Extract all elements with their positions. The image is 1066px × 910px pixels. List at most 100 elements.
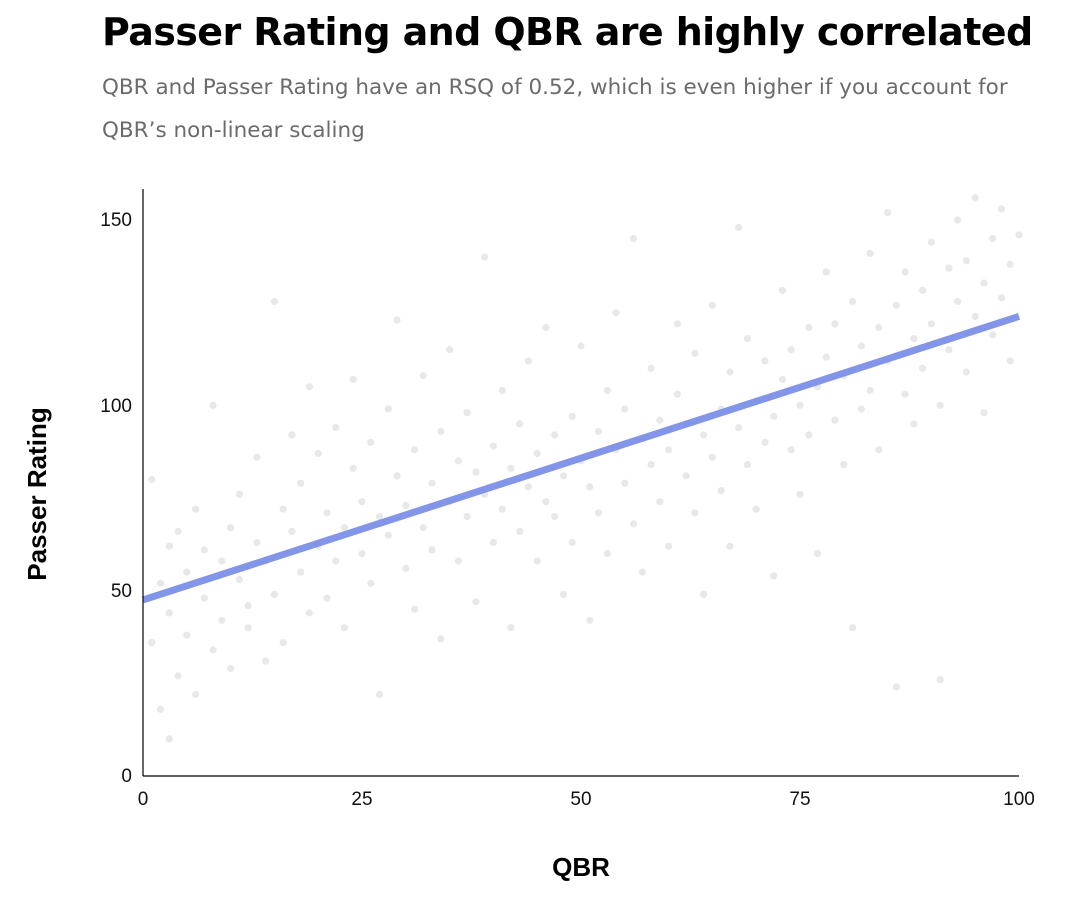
scatter-point-87 (524, 483, 533, 491)
scatter-point-97 (568, 412, 576, 421)
scatter-point-73 (463, 512, 471, 521)
trend-line (141, 313, 1021, 604)
scatter-point-20 (227, 524, 235, 532)
scatter-point-184 (945, 346, 953, 354)
scatter-point-146 (778, 286, 787, 294)
scatter-point-166 (866, 249, 874, 257)
x-tick-label-25: 25 (351, 789, 372, 810)
scatter-point-17 (218, 616, 226, 624)
scatter-point-27 (262, 657, 270, 665)
scatter-point-5 (165, 609, 173, 617)
scatter-point-93 (551, 431, 559, 439)
scatter-point-0 (148, 639, 156, 647)
scatter-point-140 (752, 505, 760, 513)
scatter-point-1 (148, 475, 156, 484)
scatter-point-158 (831, 320, 839, 328)
scatter-point-152 (805, 431, 813, 439)
scatter-point-130 (708, 301, 717, 309)
scatter-point-89 (533, 449, 541, 458)
scatter-point-119 (665, 446, 673, 454)
scatter-point-137 (743, 461, 752, 469)
scatter-point-68 (437, 635, 445, 643)
scatter-point-10 (183, 568, 191, 576)
scatter-point-43 (332, 557, 340, 565)
scatter-point-88 (524, 357, 533, 365)
scatter-point-23 (244, 601, 252, 610)
scatter-point-189 (971, 312, 979, 320)
scatter-point-190 (971, 194, 979, 202)
scatter-point-53 (375, 512, 384, 521)
scatter-point-3 (156, 579, 165, 587)
scatter-point-111 (630, 520, 638, 528)
scatter-point-98 (568, 538, 576, 547)
scatter-point-193 (989, 234, 997, 243)
scatter-point-48 (349, 375, 357, 383)
scatter-point-60 (402, 501, 410, 509)
scatter-point-91 (542, 498, 550, 506)
scatter-point-30 (270, 590, 278, 599)
scatter-point-72 (454, 557, 462, 565)
scatter-point-2 (156, 705, 165, 713)
scatter-point-116 (647, 364, 655, 372)
scatter-point-145 (778, 375, 787, 383)
scatter-point-187 (962, 368, 971, 376)
scatter-point-32 (279, 639, 287, 647)
scatter-point-21 (235, 575, 243, 584)
scatter-point-82 (498, 386, 506, 395)
scatter-point-198 (1006, 357, 1014, 365)
scatter-point-178 (919, 364, 927, 372)
scatter-point-162 (849, 624, 857, 632)
scatter-point-83 (507, 464, 515, 472)
scatter-point-122 (673, 320, 682, 328)
scatter-point-36 (297, 479, 305, 487)
scatter-point-150 (796, 490, 804, 498)
scatter-point-7 (174, 672, 182, 680)
scatter-point-110 (621, 405, 629, 413)
scatter-point-104 (594, 509, 603, 517)
scatter-point-51 (367, 579, 375, 587)
scatter-point-16 (209, 401, 217, 409)
scatter-point-168 (875, 446, 883, 454)
scatter-point-132 (717, 487, 725, 495)
scatter-point-85 (516, 420, 524, 428)
scatter-point-44 (332, 424, 340, 432)
scatter-point-186 (954, 216, 962, 224)
scatter-point-172 (892, 683, 901, 691)
scatter-point-19 (227, 664, 235, 673)
scatter-point-47 (349, 464, 357, 472)
scatter-point-84 (507, 624, 515, 632)
scatter-point-135 (735, 424, 743, 432)
scatter-point-58 (393, 316, 401, 324)
scatter-point-147 (787, 446, 795, 454)
scatter-point-24 (244, 624, 252, 632)
scatter-point-199 (1015, 231, 1023, 239)
scatter-point-144 (770, 572, 778, 580)
scatter-point-34 (288, 431, 296, 439)
scatter-point-12 (192, 505, 200, 513)
scatter-point-156 (822, 268, 830, 276)
scatter-point-49 (358, 550, 366, 558)
scatter-point-25 (253, 538, 261, 547)
scatter-point-180 (927, 320, 936, 328)
scatter-point-50 (358, 498, 366, 506)
scatter-point-128 (700, 590, 708, 599)
scatter-point-191 (980, 279, 988, 287)
scatter-point-38 (305, 383, 313, 391)
scatter-point-45 (340, 524, 349, 532)
scatter-point-176 (910, 420, 918, 428)
scatter-point-74 (463, 409, 471, 417)
x-tick-label-0: 0 (138, 789, 149, 810)
scatter-point-126 (691, 349, 699, 357)
scatter-point-179 (927, 238, 936, 246)
x-axis-title: QBR (552, 852, 610, 882)
scatter-point-37 (305, 609, 313, 617)
scatter-point-67 (437, 427, 445, 435)
scatter-point-108 (612, 309, 620, 317)
scatter-point-136 (735, 223, 743, 231)
x-tick-label-50: 50 (570, 789, 591, 810)
scatter-point-148 (787, 346, 795, 354)
scatter-point-52 (367, 438, 375, 446)
scatter-point-138 (743, 335, 752, 343)
scatter-point-181 (936, 401, 944, 409)
